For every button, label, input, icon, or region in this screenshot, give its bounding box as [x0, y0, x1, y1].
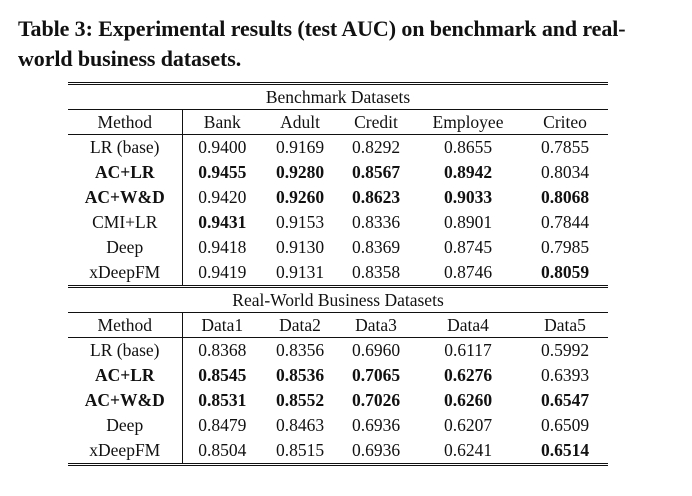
- method-cell: AC+W&D: [68, 388, 183, 413]
- column-header: Bank: [182, 109, 262, 135]
- auc-value-cell: 0.8745: [443, 237, 493, 257]
- table-row: AC+LR 0.9455 0.9280 0.8567 0.8942 0.8034: [68, 160, 608, 185]
- auc-value-cell: 0.7026: [351, 390, 401, 410]
- results-table: Benchmark Datasets Method Bank Adult Credit E…: [68, 82, 609, 466]
- table-row: AC+W&D 0.8531 0.8552 0.7026 0.6260 0.6547: [68, 388, 608, 413]
- auc-value-cell: 0.8746: [414, 260, 522, 288]
- auc-value-cell: 0.8034: [540, 162, 590, 182]
- column-header: Method: [68, 109, 183, 135]
- auc-value-cell: 0.9418: [198, 237, 247, 257]
- auc-value-cell: 0.6547: [540, 390, 590, 410]
- auc-value-cell: 0.8369: [351, 237, 401, 257]
- auc-value-cell: 0.8336: [351, 212, 401, 232]
- column-header: Credit: [338, 109, 414, 135]
- auc-value-cell: 0.7065: [351, 365, 401, 385]
- auc-value-cell: 0.9131: [262, 260, 338, 288]
- table-caption: Table 3: Experimental results (test AUC)…: [18, 16, 626, 71]
- results-table-wrapper: Benchmark Datasets Method Bank Adult Credit E…: [68, 82, 609, 466]
- auc-value-cell: 0.9033: [443, 187, 493, 207]
- auc-value-cell: 0.6393: [540, 365, 590, 385]
- column-header: Data4: [414, 312, 522, 338]
- auc-value-cell: 0.8515: [262, 438, 338, 466]
- auc-value-cell: 0.7985: [540, 237, 590, 257]
- auc-value-cell: 0.8655: [414, 134, 522, 160]
- auc-value-cell: 0.6260: [443, 390, 493, 410]
- table-row: xDeepFM 0.9419 0.9131 0.8358 0.8746 0.8059: [68, 260, 609, 288]
- auc-value-cell: 0.5992: [522, 337, 609, 363]
- auc-value-cell: 0.9419: [182, 260, 262, 288]
- results-table-body: Benchmark Datasets Method Bank Adult Credit E…: [68, 82, 609, 466]
- auc-value-cell: 0.8479: [198, 415, 247, 435]
- benchmark-section-title-row: Benchmark Datasets: [68, 82, 609, 110]
- column-header: Employee: [414, 109, 522, 135]
- auc-value-cell: 0.9280: [275, 162, 325, 182]
- column-header: Method: [68, 312, 183, 338]
- benchmark-section-title: Benchmark Datasets: [68, 82, 609, 110]
- table-row: AC+LR 0.8545 0.8536 0.7065 0.6276 0.6393: [68, 363, 608, 388]
- auc-value-cell: 0.9169: [262, 134, 338, 160]
- auc-value-cell: 0.8059: [522, 260, 609, 288]
- auc-value-cell: 0.8463: [275, 415, 325, 435]
- auc-value-cell: 0.8068: [540, 187, 590, 207]
- column-header: Data5: [522, 312, 609, 338]
- auc-value-cell: 0.8536: [275, 365, 325, 385]
- auc-value-cell: 0.8356: [262, 337, 338, 363]
- auc-value-cell: 0.6241: [414, 438, 522, 466]
- table-row: xDeepFM 0.8504 0.8515 0.6936 0.6241 0.6514: [68, 438, 609, 466]
- auc-value-cell: 0.6207: [443, 415, 493, 435]
- method-cell: AC+W&D: [68, 185, 183, 210]
- realworld-header-row: Method Data1 Data2 Data3 Data4 Data5: [68, 312, 609, 338]
- auc-value-cell: 0.8358: [338, 260, 414, 288]
- table-row: CMI+LR 0.9431 0.9153 0.8336 0.8901 0.7844: [68, 210, 608, 235]
- auc-value-cell: 0.8552: [275, 390, 325, 410]
- column-header: Adult: [262, 109, 338, 135]
- auc-value-cell: 0.6936: [351, 415, 401, 435]
- auc-value-cell: 0.9153: [275, 212, 325, 232]
- table-row: Deep 0.8479 0.8463 0.6936 0.6207 0.6509: [68, 413, 608, 438]
- auc-value-cell: 0.6936: [338, 438, 414, 466]
- auc-value-cell: 0.8531: [198, 390, 247, 410]
- auc-value-cell: 0.8567: [351, 162, 401, 182]
- method-cell: xDeepFM: [68, 260, 183, 288]
- auc-value-cell: 0.8942: [443, 162, 493, 182]
- table-row: AC+W&D 0.9420 0.9260 0.8623 0.9033 0.8068: [68, 185, 608, 210]
- auc-value-cell: 0.9400: [182, 134, 262, 160]
- method-cell: AC+LR: [68, 363, 183, 388]
- auc-value-cell: 0.6276: [443, 365, 493, 385]
- auc-value-cell: 0.9455: [198, 162, 247, 182]
- method-cell: LR (base): [68, 337, 183, 363]
- realworld-section-title-row: Real-World Business Datasets: [68, 285, 609, 313]
- auc-value-cell: 0.7844: [540, 212, 590, 232]
- auc-value-cell: 0.6514: [522, 438, 609, 466]
- auc-value-cell: 0.6960: [338, 337, 414, 363]
- auc-value-cell: 0.6117: [414, 337, 522, 363]
- table-row: LR (base) 0.9400 0.9169 0.8292 0.8655 0.7855: [68, 134, 609, 160]
- method-cell: Deep: [68, 235, 183, 260]
- auc-value-cell: 0.7855: [522, 134, 609, 160]
- auc-value-cell: 0.8504: [182, 438, 262, 466]
- column-header: Data2: [262, 312, 338, 338]
- table-row: LR (base) 0.8368 0.8356 0.6960 0.6117 0.5992: [68, 337, 609, 363]
- auc-value-cell: 0.8368: [182, 337, 262, 363]
- method-cell: LR (base): [68, 134, 183, 160]
- auc-value-cell: 0.8901: [443, 212, 493, 232]
- table-row: Deep 0.9418 0.9130 0.8369 0.8745 0.7985: [68, 235, 608, 260]
- auc-value-cell: 0.8292: [338, 134, 414, 160]
- auc-value-cell: 0.9130: [275, 237, 325, 257]
- column-header: Data3: [338, 312, 414, 338]
- benchmark-header-row: Method Bank Adult Credit Employee Criteo: [68, 109, 609, 135]
- method-cell: CMI+LR: [68, 210, 183, 235]
- auc-value-cell: 0.9431: [198, 212, 247, 232]
- auc-value-cell: 0.9260: [275, 187, 325, 207]
- auc-value-cell: 0.9420: [198, 187, 247, 207]
- realworld-section-title: Real-World Business Datasets: [68, 285, 609, 313]
- auc-value-cell: 0.8623: [351, 187, 401, 207]
- auc-value-cell: 0.6509: [540, 415, 590, 435]
- column-header: Data1: [182, 312, 262, 338]
- auc-value-cell: 0.8545: [198, 365, 247, 385]
- method-cell: Deep: [68, 413, 183, 438]
- method-cell: AC+LR: [68, 160, 183, 185]
- method-cell: xDeepFM: [68, 438, 183, 466]
- column-header: Criteo: [522, 109, 609, 135]
